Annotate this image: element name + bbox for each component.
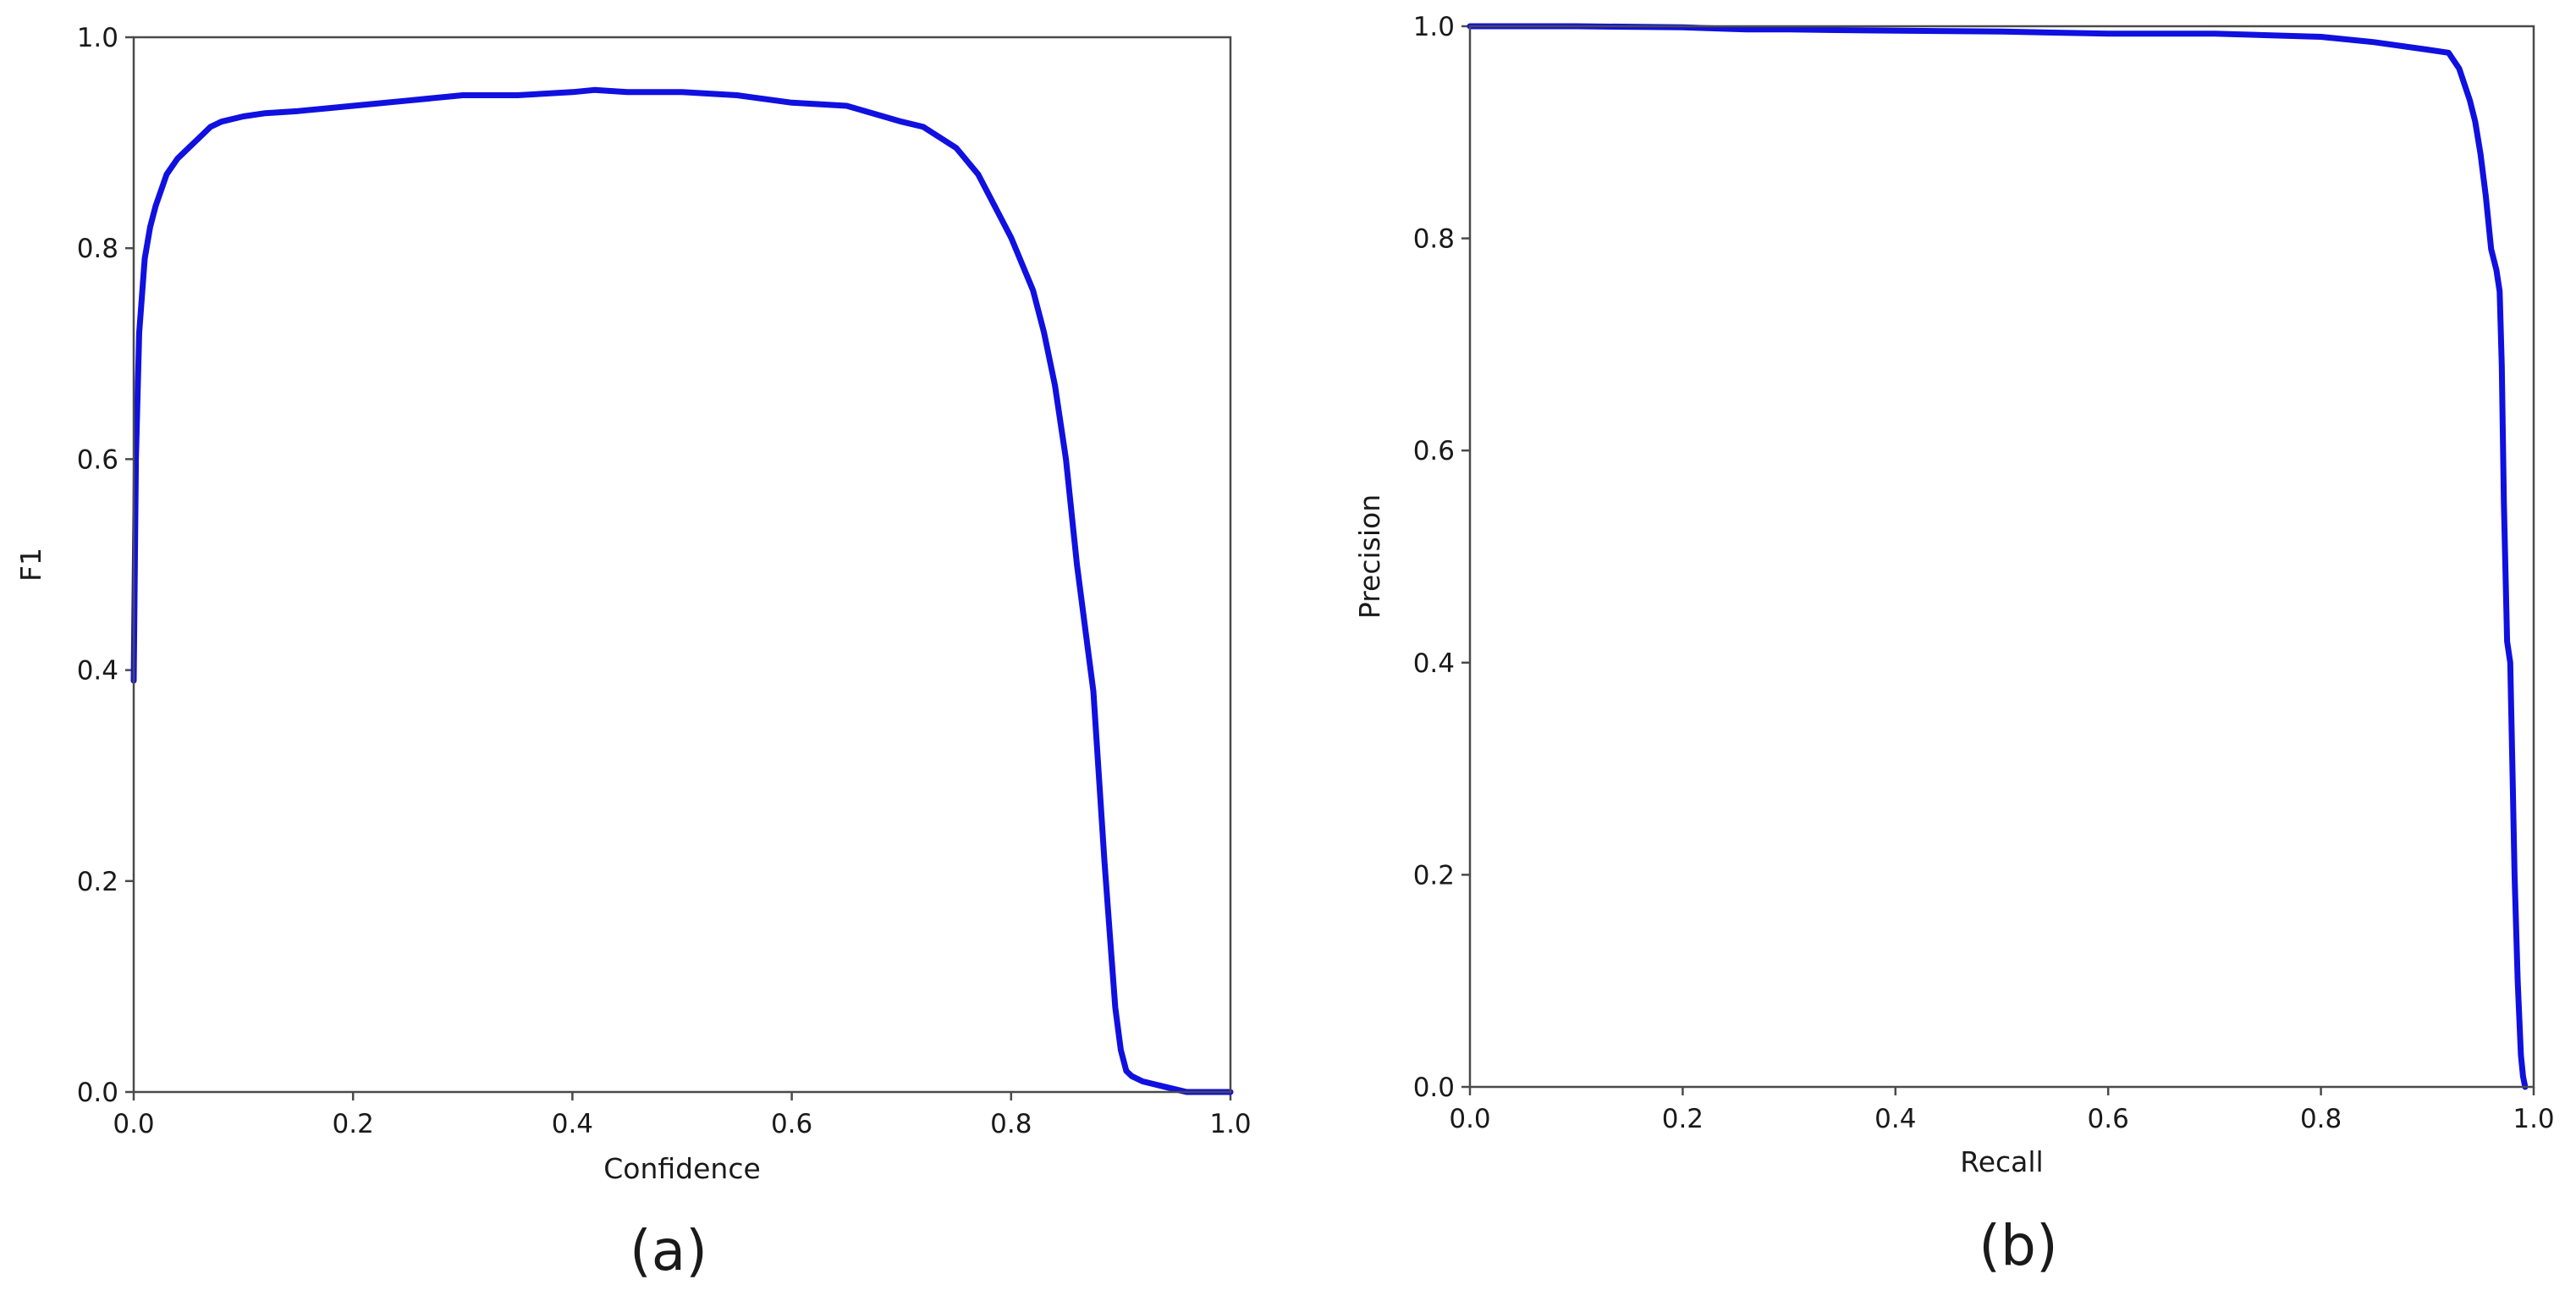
panel-a-f1-curve [130,86,1234,1095]
y-tick-label: 0.6 [77,444,118,475]
y-tick-label: 1.0 [77,23,118,53]
y-tick-label: 0.2 [1413,860,1455,891]
x-tick-label: 0.8 [2300,1104,2342,1134]
panel-a-ylabel: F1 [14,548,47,582]
y-tick-label: 0.4 [1413,648,1455,679]
panel-b-xlabel: Recall [1960,1145,2043,1178]
panel-a-caption: (a) [630,1218,707,1283]
y-tick-label: 0.4 [77,656,118,687]
y-tick-label: 0.0 [77,1078,118,1108]
y-tick-label: 0.6 [1413,436,1455,466]
x-tick-label: 0.8 [990,1109,1032,1139]
y-tick-label: 0.2 [77,867,118,897]
panel-b-frame [1468,25,2535,1089]
panel-b-pr-curve [1467,23,2529,1090]
x-tick-label: 0.4 [1874,1104,1916,1134]
x-tick-label: 0.0 [113,1109,154,1139]
y-tick-label: 1.0 [1413,12,1455,42]
panel-a-xlabel: Confidence [603,1152,761,1185]
panel-a: 0.0 0.2 0.4 0.6 0.8 1.0 0.0 0.2 0.4 0.6 0.8 1.0 Con… [14,23,1252,1283]
panel-b-caption: (b) [1979,1213,2057,1278]
x-tick-label: 0.6 [2088,1104,2129,1134]
panel-a-ticks: 0.0 0.2 0.4 0.6 0.8 1.0 0.0 0.2 0.4 0.6 0.8 1.0 [77,23,1252,1139]
x-tick-label: 0.6 [771,1109,812,1139]
panel-a-frame [132,36,1232,1094]
x-tick-label: 0.4 [552,1109,593,1139]
x-tick-label: 1.0 [1209,1109,1251,1139]
y-tick-label: 0.0 [1413,1073,1455,1103]
x-tick-label: 0.0 [1449,1104,1490,1134]
x-tick-label: 0.2 [1662,1104,1704,1134]
panel-b-ticks: 0.0 0.2 0.4 0.6 0.8 1.0 0.0 0.2 0.4 0.6 0.8 1.0 [1413,12,2555,1134]
panel-b-ylabel: Precision [1353,494,1386,619]
panel-b: 0.0 0.2 0.4 0.6 0.8 1.0 0.0 0.2 0.4 0.6 0.8 1.0 Rec… [1353,12,2555,1278]
y-tick-label: 0.8 [77,234,118,264]
x-tick-label: 1.0 [2513,1104,2554,1134]
x-tick-label: 0.2 [333,1109,374,1139]
y-tick-label: 0.8 [1413,224,1455,255]
